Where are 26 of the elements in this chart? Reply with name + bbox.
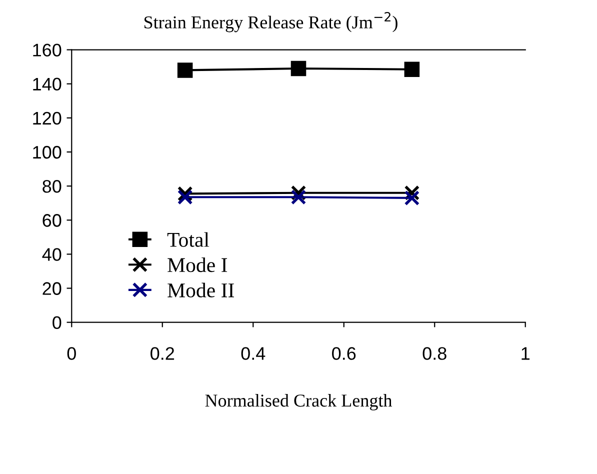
x-tick-label: 0.4 xyxy=(241,347,266,360)
y-tick-label: 20 xyxy=(42,282,62,295)
y-tick-label: 100 xyxy=(33,146,62,159)
x-tick-label: 1 xyxy=(522,347,530,360)
point xyxy=(404,62,420,77)
y-tick-label: 140 xyxy=(33,78,62,91)
y-tick-label: 160 xyxy=(33,44,62,56)
point xyxy=(290,189,306,205)
y-tick-label: 60 xyxy=(42,214,62,227)
legend-label: Total xyxy=(167,232,210,247)
point xyxy=(290,60,306,76)
point xyxy=(177,189,193,205)
x-tick-label: 0 xyxy=(67,347,76,360)
legend-label: Mode I xyxy=(168,257,228,272)
legend-label: Mode II xyxy=(168,282,234,298)
x-tick-label: 0.8 xyxy=(422,347,446,360)
y-tick-label: 120 xyxy=(33,112,62,125)
chart-title: Strain Energy Release Rate (Jm$^{−2}$) xyxy=(144,12,398,32)
x-axis-title: Normalised Crack Length xyxy=(205,394,392,410)
y-tick-label: 0 xyxy=(52,316,62,330)
point xyxy=(404,190,420,206)
point xyxy=(177,62,193,78)
x-tick-label: 0.6 xyxy=(332,347,356,360)
x-tick-label: 0.2 xyxy=(150,347,174,360)
y-tick-label: 40 xyxy=(42,248,62,261)
y-tick-label: 80 xyxy=(42,180,62,193)
